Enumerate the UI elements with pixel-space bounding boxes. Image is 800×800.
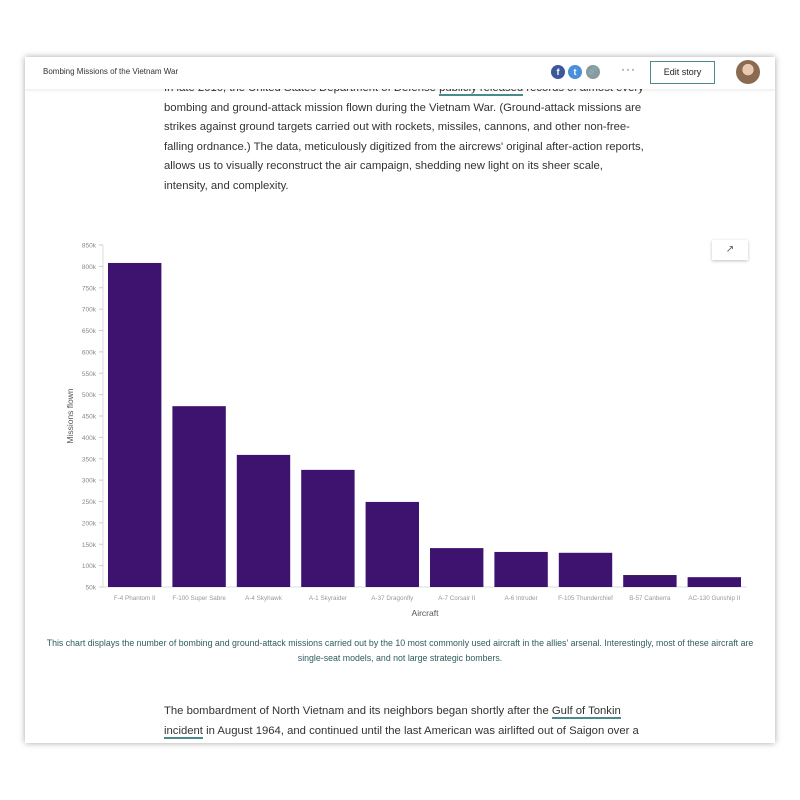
story-title: Bombing Missions of the Vietnam War bbox=[43, 67, 179, 76]
external-link-icon[interactable]: ↗ bbox=[712, 240, 748, 260]
body-text: The bombardment of North Vietnam and its… bbox=[164, 705, 552, 717]
x-tick-label: A-7 Corsair II bbox=[438, 595, 475, 602]
gulf-of-tonkin-link[interactable]: Gulf of Tonkin incident bbox=[164, 705, 621, 739]
y-tick-label: 600k bbox=[82, 349, 97, 356]
bar-f-100-super-sabre bbox=[172, 406, 226, 587]
y-tick-label: 350k bbox=[82, 456, 97, 463]
body-paragraph: The bombardment of North Vietnam and its… bbox=[164, 702, 644, 741]
story-header: Bombing Missions of the Vietnam War f t … bbox=[25, 57, 775, 89]
bar-a-4-skyhawk bbox=[236, 454, 291, 587]
y-axis-title: Missions flown bbox=[65, 388, 75, 444]
y-tick-label: 750k bbox=[82, 285, 97, 292]
y-tick-label: 150k bbox=[82, 542, 97, 549]
bar-a-7-corsair-ii bbox=[430, 548, 484, 587]
avatar[interactable] bbox=[736, 60, 760, 84]
y-tick-label: 700k bbox=[82, 307, 97, 314]
y-tick-label: 500k bbox=[82, 392, 97, 399]
y-tick-label: 50k bbox=[86, 585, 97, 592]
x-tick-label: F-4 Phantom II bbox=[114, 595, 156, 602]
y-tick-label: 800k bbox=[82, 264, 97, 271]
x-tick-label: A-4 Skyhawk bbox=[245, 595, 283, 602]
y-tick-label: 850k bbox=[82, 243, 97, 250]
x-tick-label: F-100 Super Sabre bbox=[172, 595, 226, 602]
x-tick-label: A-6 Intruder bbox=[504, 595, 537, 602]
x-tick-label: F-105 Thunderchief bbox=[558, 595, 613, 602]
intro-text-rest: records of almost every bombing and grou… bbox=[164, 82, 644, 192]
y-tick-label: 400k bbox=[82, 435, 97, 442]
y-tick-label: 550k bbox=[82, 371, 97, 378]
story-frame: In late 2016, the United States Departme… bbox=[25, 57, 775, 743]
bar-chart: 50k 100k 150k 200k 250k 300k 350k 400k 450k 500k 5… bbox=[65, 243, 747, 618]
x-tick-label: A-1 Skyraider bbox=[309, 595, 347, 602]
bar-a-6-intruder bbox=[494, 551, 548, 587]
y-tick-label: 100k bbox=[82, 563, 97, 570]
facebook-icon[interactable]: f bbox=[551, 65, 565, 79]
intro-paragraph: In late 2016, the United States Departme… bbox=[164, 79, 644, 196]
bar-f-4-phantom-ii bbox=[108, 262, 162, 587]
x-axis-title: Aircraft bbox=[412, 608, 440, 618]
y-tick-label: 300k bbox=[82, 478, 97, 485]
y-tick-label: 200k bbox=[82, 520, 97, 527]
x-tick-label: B-57 Canberra bbox=[629, 595, 671, 602]
y-tick-label: 250k bbox=[82, 499, 97, 506]
bar-ac-130-gunship-ii bbox=[687, 577, 741, 587]
more-options-button[interactable]: ··· bbox=[621, 62, 636, 76]
bar-f-105-thunderchief bbox=[558, 552, 613, 587]
y-tick-label: 650k bbox=[82, 328, 97, 335]
twitter-icon[interactable]: t bbox=[568, 65, 582, 79]
y-tick-label: 450k bbox=[82, 414, 97, 421]
body-text-rest: in August 1964, and continued until the … bbox=[202, 724, 639, 737]
chart-caption: This chart displays the number of bombin… bbox=[46, 638, 754, 663]
bar-a-1-skyraider bbox=[301, 469, 355, 587]
bar-b-57-canberra bbox=[623, 575, 677, 587]
bar-a-37-dragonfly bbox=[365, 501, 419, 587]
edit-story-button[interactable]: Edit story bbox=[650, 61, 715, 84]
link-icon[interactable]: 🔗 bbox=[586, 65, 600, 79]
x-tick-label: A-37 Dragonfly bbox=[371, 595, 414, 602]
x-tick-label: AC-130 Gunship II bbox=[688, 595, 740, 602]
